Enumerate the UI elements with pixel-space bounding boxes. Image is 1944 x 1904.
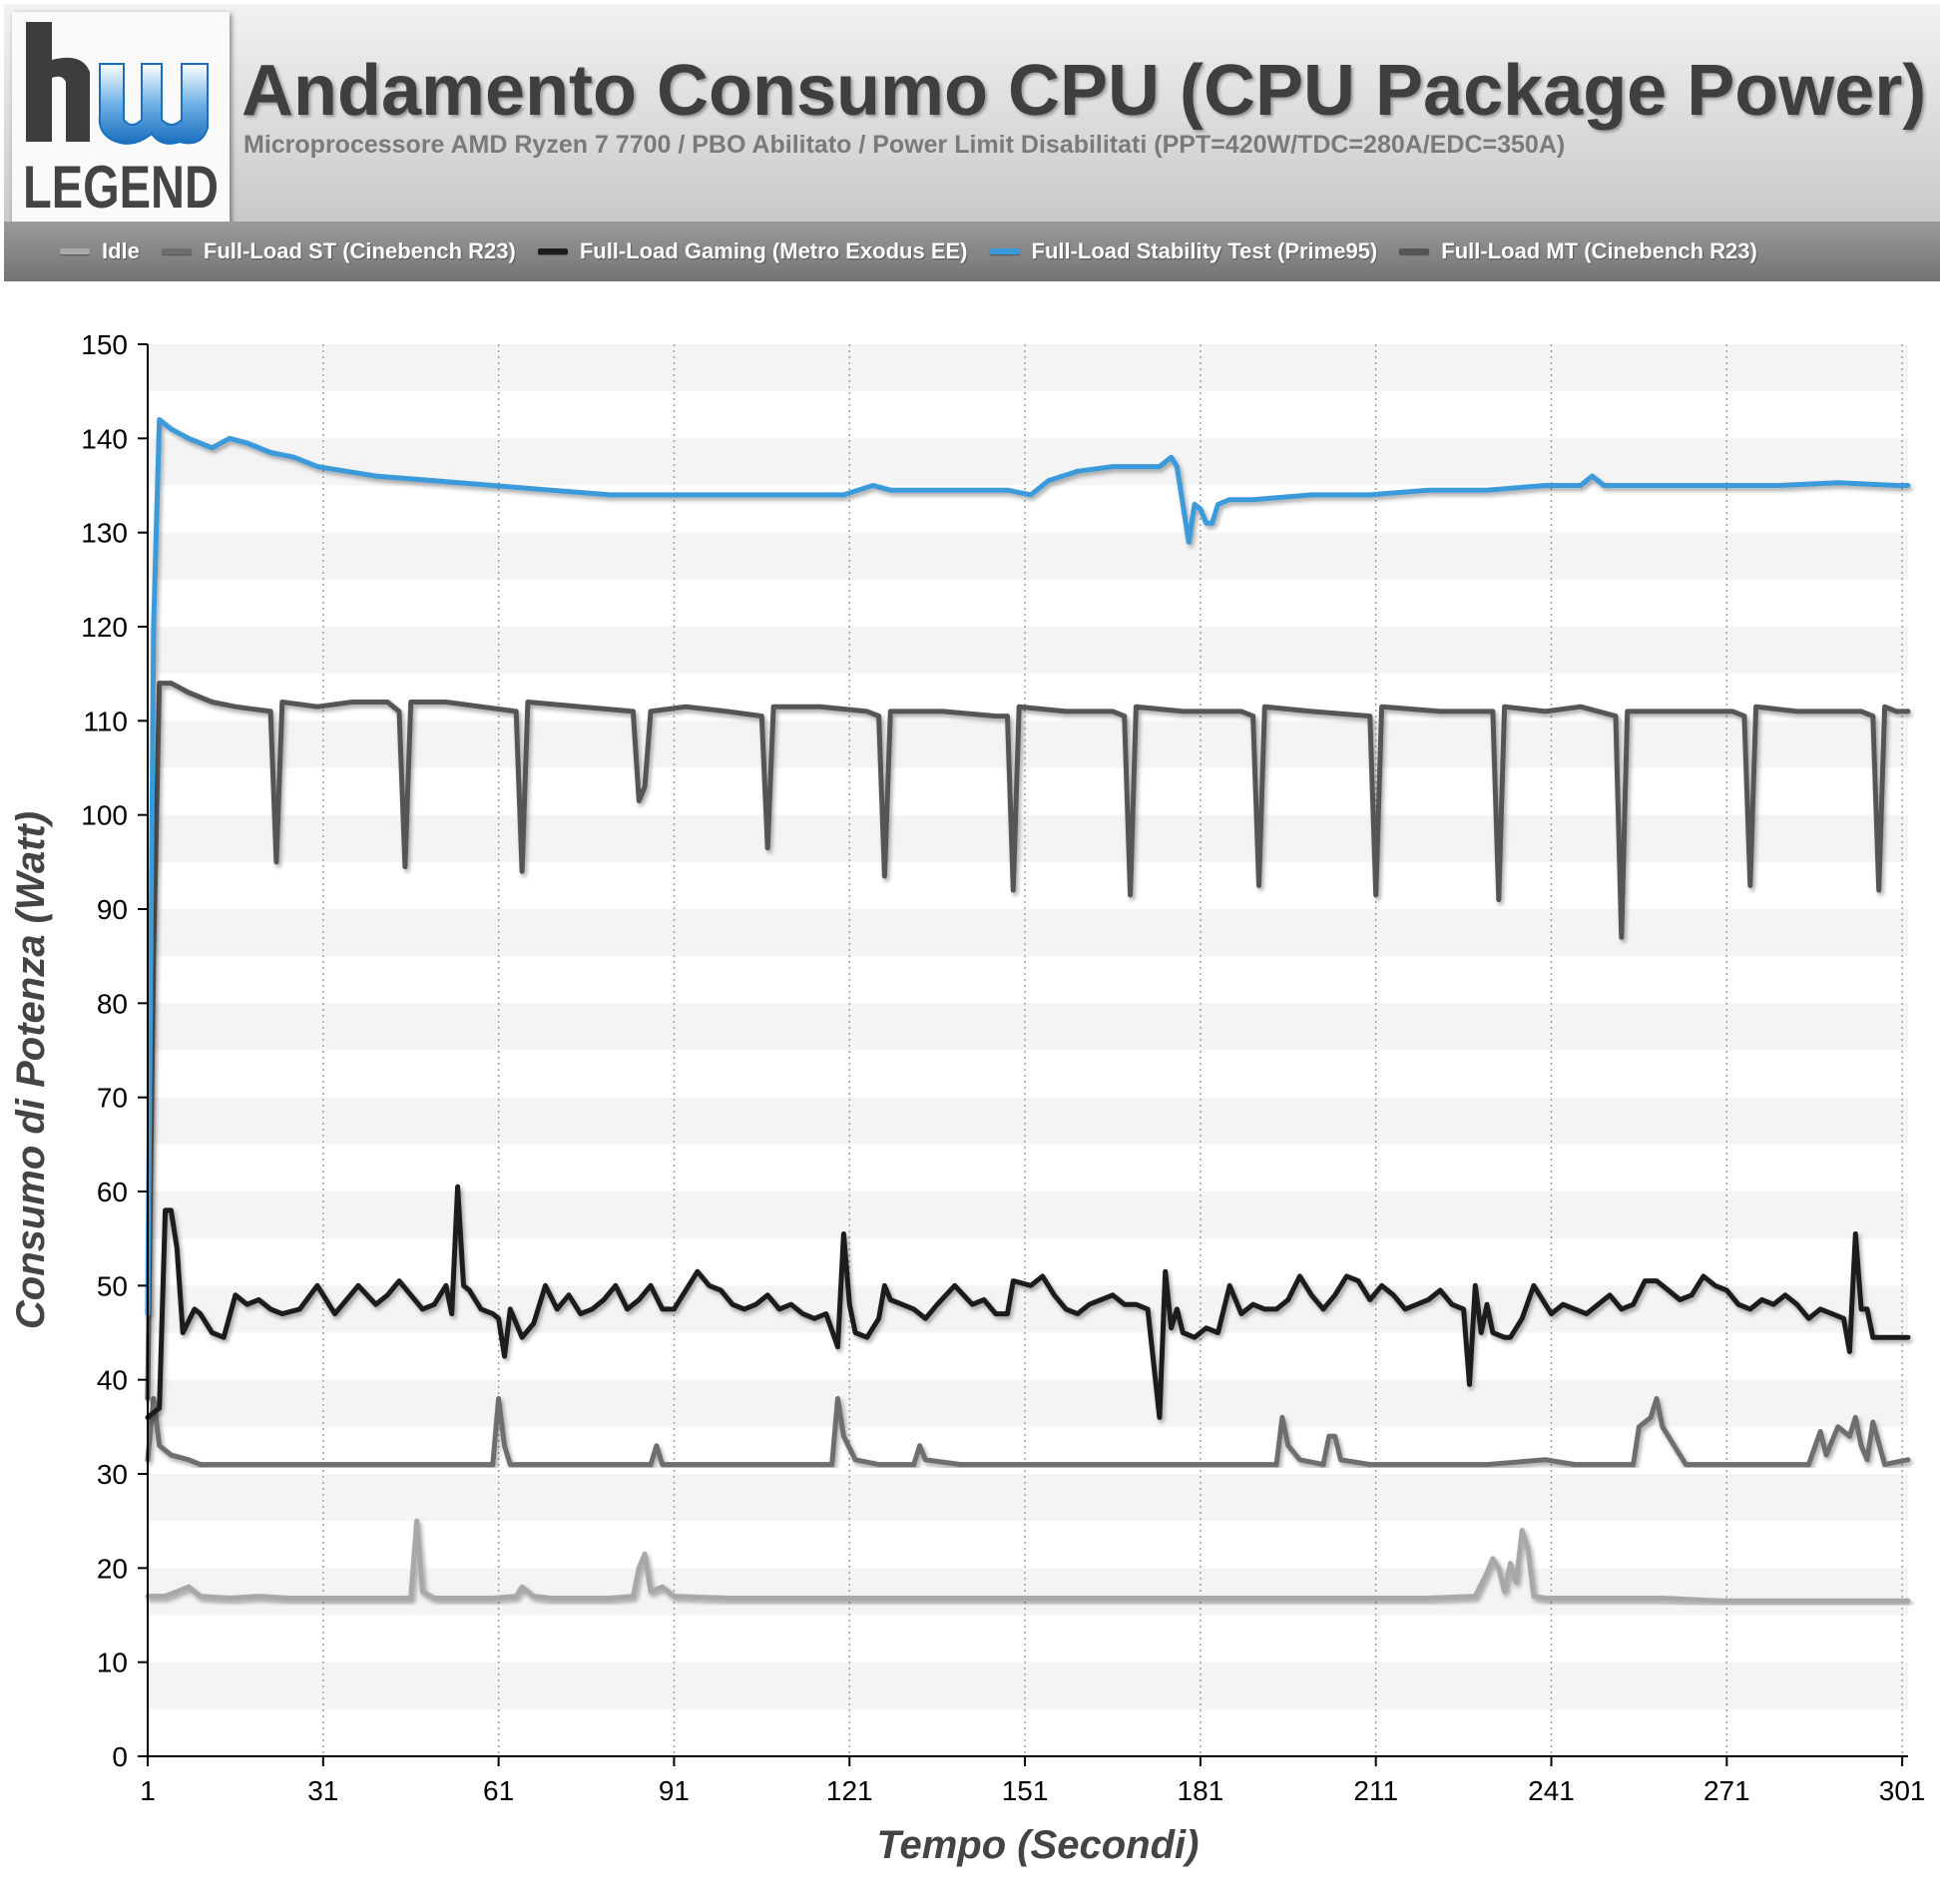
grid-band	[148, 1097, 1908, 1145]
legend-swatch	[537, 248, 568, 254]
legend-item-prime95: Full-Load Stability Test (Prime95)	[989, 238, 1378, 264]
axes	[147, 344, 1908, 1757]
grid-band	[148, 1191, 1908, 1239]
grid-band	[148, 1568, 1908, 1616]
grid-band	[148, 1474, 1908, 1522]
y-tick-label: 130	[81, 518, 128, 549]
y-tick-label: 100	[81, 800, 128, 831]
y-tick-label: 20	[97, 1553, 128, 1584]
y-tick-label: 10	[97, 1648, 128, 1678]
y-tick-label: 80	[97, 988, 128, 1019]
chart-subtitle: Microprocessore AMD Ryzen 7 7700 / PBO A…	[243, 131, 1566, 159]
legend-swatch	[1399, 248, 1430, 254]
y-tick-label: 70	[97, 1083, 128, 1114]
grid-band	[148, 1379, 1908, 1427]
y-tick-label: 120	[81, 612, 128, 643]
header-band	[4, 4, 1940, 223]
legend: Idle Full-Load ST (Cinebench R23) Full-L…	[60, 222, 1779, 281]
series-lines	[145, 417, 1911, 1604]
legend-label: Full-Load MT (Cinebench R23)	[1441, 238, 1757, 263]
legend-item-mt: Full-Load MT (Cinebench R23)	[1399, 238, 1757, 264]
y-tick-label: 60	[97, 1177, 128, 1207]
x-tick-label: 271	[1703, 1775, 1750, 1806]
legend-label: Full-Load Gaming (Metro Exodus EE)	[579, 238, 968, 263]
y-tick-label: 50	[97, 1270, 128, 1301]
grid-band	[148, 814, 1908, 862]
chart-title: Andamento Consumo CPU (CPU Package Power…	[242, 51, 1927, 131]
legend-label: Idle	[102, 238, 140, 263]
series-line	[145, 1518, 1911, 1604]
legend-bar: Idle Full-Load ST (Cinebench R23) Full-L…	[4, 222, 1940, 281]
logo-graphic: LEGEND	[23, 22, 219, 221]
legend-item-gaming: Full-Load Gaming (Metro Exodus EE)	[537, 238, 968, 264]
y-tick-label: 110	[83, 706, 128, 736]
x-tick-label: 1	[140, 1775, 156, 1806]
y-tick-label: 30	[97, 1459, 128, 1490]
legend-item-idle: Idle	[60, 238, 140, 264]
legend-swatch	[60, 248, 90, 254]
y-tick-label: 140	[81, 423, 128, 454]
grid-band	[148, 344, 1908, 392]
x-tick-label: 301	[1879, 1775, 1926, 1806]
legend-swatch	[989, 248, 1020, 254]
x-tick-label: 91	[659, 1775, 690, 1806]
grid-band	[148, 438, 1908, 486]
x-tick-label: 61	[483, 1775, 514, 1806]
logo-hw-mark	[26, 22, 209, 145]
y-tick-label: 150	[81, 329, 128, 360]
logo-legend-text: LEGEND	[23, 154, 219, 221]
grid-band	[148, 1662, 1908, 1709]
series-line	[145, 1184, 1911, 1420]
grid-band	[148, 627, 1908, 675]
x-tick-label: 31	[307, 1775, 338, 1806]
y-tick-labels: 0 10 20 30 40 50 60 70 80 90 100 110 120 130 140 150	[81, 329, 148, 1772]
y-tick-label: 90	[97, 894, 128, 925]
x-tick-label: 121	[826, 1775, 873, 1806]
series-line	[145, 1396, 1911, 1468]
legend-label: Full-Load Stability Test (Prime95)	[1031, 238, 1378, 263]
legend-swatch	[161, 248, 192, 254]
series-line	[145, 417, 1911, 1317]
x-tick-label: 181	[1178, 1775, 1224, 1806]
grid-band	[148, 1003, 1908, 1051]
y-tick-label: 40	[97, 1365, 128, 1396]
grid-band	[148, 532, 1908, 580]
y-axis-title: Consumo di Potenza (Watt)	[9, 811, 53, 1329]
x-tick-label: 151	[1002, 1775, 1049, 1806]
x-axis-title: Tempo (Secondi)	[877, 1823, 1200, 1867]
x-tick-label: 241	[1528, 1775, 1575, 1806]
legend-item-st: Full-Load ST (Cinebench R23)	[161, 238, 516, 264]
grid-band	[148, 909, 1908, 957]
x-tick-label: 211	[1353, 1775, 1398, 1806]
x-tick-labels: 1 31 61 91 121 151 181 211 241 271 301	[140, 1756, 1925, 1806]
hwlegend-logo: LEGEND	[12, 12, 230, 226]
legend-label: Full-Load ST (Cinebench R23)	[203, 238, 516, 263]
vertical-gridlines	[322, 344, 1903, 1756]
y-tick-label: 0	[112, 1741, 128, 1772]
series-line	[145, 681, 1911, 1401]
background-bands	[148, 344, 1908, 1709]
